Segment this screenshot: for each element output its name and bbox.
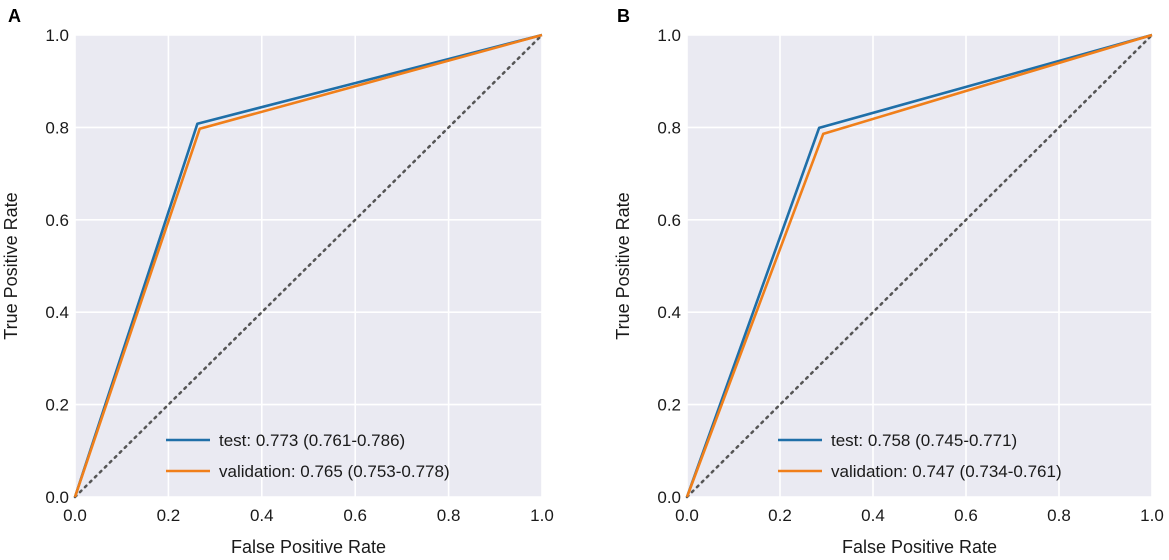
chance-diagonal-line	[685, 33, 1154, 499]
panel-b: B 0.0 0.2 0.4 0.6 0.8 1.0 0.0 0.2 0.4 0.…	[613, 6, 1164, 557]
x-tick-label: 0.6	[954, 506, 978, 525]
y-tick-label: 1.0	[45, 26, 69, 45]
legend-entry-test: test: 0.758 (0.745-0.771)	[831, 431, 1017, 450]
x-tick-label: 0.4	[250, 506, 274, 525]
panel-a: A 0.0 0.2 0.4 0.6 0.8 1.0 0.0 0.2 0.4 0.…	[1, 6, 554, 557]
chance-diagonal-line	[73, 33, 544, 499]
legend-entry-validation: validation: 0.765 (0.753-0.778)	[219, 462, 450, 481]
x-tick-label: 0.0	[675, 506, 699, 525]
panel-label: B	[617, 6, 630, 26]
y-tick-label: 0.0	[657, 488, 681, 507]
legend: test: 0.758 (0.745-0.771) validation: 0.…	[778, 431, 1062, 481]
y-tick-label: 0.6	[657, 211, 681, 230]
y-tick-label: 0.6	[45, 211, 69, 230]
series-line-validation	[73, 33, 543, 498]
y-tick-label: 0.8	[657, 118, 681, 137]
y-tick-label: 0.2	[657, 396, 681, 415]
y-tick-label: 0.4	[657, 303, 681, 322]
x-tick-label: 0.8	[1047, 506, 1071, 525]
x-tick-label: 0.2	[768, 506, 792, 525]
x-tick-label: 1.0	[530, 506, 554, 525]
x-tick-label: 0.8	[437, 506, 461, 525]
x-tick-labels: 0.0 0.2 0.4 0.6 0.8 1.0	[675, 506, 1164, 525]
y-axis-label: True Positive Rate	[613, 192, 633, 339]
y-tick-label: 0.8	[45, 118, 69, 137]
y-axis-label: True Positive Rate	[1, 192, 21, 339]
series-line-validation	[685, 33, 1153, 498]
legend-entry-validation: validation: 0.747 (0.734-0.761)	[831, 462, 1062, 481]
legend: test: 0.773 (0.761-0.786) validation: 0.…	[166, 431, 450, 481]
x-tick-label: 1.0	[1140, 506, 1164, 525]
x-tick-label: 0.6	[343, 506, 367, 525]
x-tick-label: 0.4	[861, 506, 885, 525]
y-tick-labels: 0.0 0.2 0.4 0.6 0.8 1.0	[45, 26, 69, 507]
x-tick-label: 0.0	[63, 506, 87, 525]
gridlines	[686, 34, 1153, 498]
panel-label: A	[8, 6, 21, 26]
x-axis-label: False Positive Rate	[842, 537, 997, 557]
x-axis-label: False Positive Rate	[231, 537, 386, 557]
y-tick-labels: 0.0 0.2 0.4 0.6 0.8 1.0	[657, 26, 681, 507]
legend-entry-test: test: 0.773 (0.761-0.786)	[219, 431, 405, 450]
y-tick-label: 0.0	[45, 488, 69, 507]
x-tick-label: 0.2	[157, 506, 181, 525]
series-line-test	[685, 33, 1153, 498]
y-tick-label: 0.4	[45, 303, 69, 322]
y-tick-label: 0.2	[45, 396, 69, 415]
y-tick-label: 1.0	[657, 26, 681, 45]
x-tick-labels: 0.0 0.2 0.4 0.6 0.8 1.0	[63, 506, 554, 525]
